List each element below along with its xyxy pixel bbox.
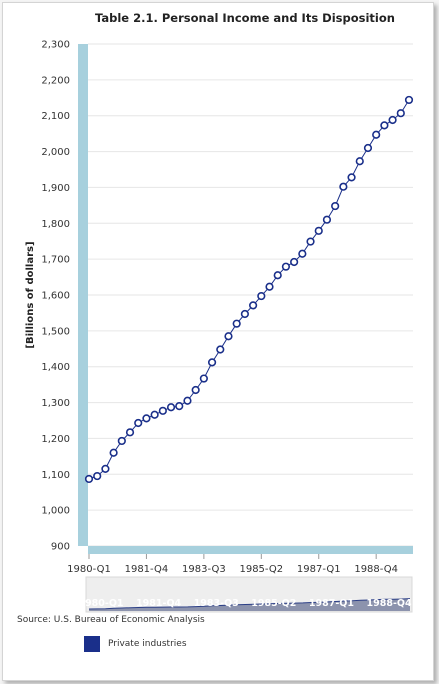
y-tick-label: 1,100 — [41, 470, 70, 481]
x-axis-band — [88, 546, 413, 554]
navigator-tick-label: 1981-Q4 — [136, 598, 181, 609]
data-point[interactable] — [273, 271, 282, 280]
x-tick-label: 1987-Q1 — [297, 564, 341, 575]
data-point[interactable] — [117, 436, 126, 446]
data-point[interactable] — [142, 414, 151, 423]
data-point[interactable] — [347, 173, 356, 182]
data-point[interactable] — [199, 374, 208, 383]
x-tick-label: 1980-Q1 — [67, 564, 111, 575]
navigator-tick-label: 1980-Q1 — [78, 598, 123, 609]
x-tick-labels: 1980-Q1 1981-Q4 1983-Q3 1985-Q2 1987-Q1 1988-… — [67, 554, 398, 575]
data-point[interactable] — [166, 403, 176, 412]
data-point[interactable] — [265, 282, 274, 291]
navigator-tick-label: 1987-Q1 — [309, 598, 354, 609]
y-tick-label: 1,300 — [41, 398, 70, 409]
y-axis-label: [Billions of dollars] — [25, 241, 36, 348]
data-point[interactable] — [331, 201, 340, 211]
legend-swatch — [84, 636, 100, 652]
data-point[interactable] — [290, 257, 299, 267]
y-axis-band — [78, 44, 88, 546]
y-tick-label: 1,400 — [41, 362, 70, 373]
legend[interactable]: Private industries — [84, 636, 187, 652]
x-tick-label: 1983-Q3 — [182, 564, 226, 575]
data-point[interactable] — [249, 301, 258, 310]
data-point[interactable] — [355, 157, 364, 166]
series-points — [84, 95, 414, 484]
data-point[interactable] — [93, 471, 102, 481]
data-point[interactable] — [372, 130, 381, 139]
data-point[interactable] — [207, 358, 217, 367]
data-point[interactable] — [125, 428, 135, 437]
x-tick-label: 1985-Q2 — [239, 564, 283, 575]
navigator-tick-label: 1983-Q3 — [194, 598, 239, 609]
y-tick-label: 2,100 — [41, 111, 70, 122]
navigator-tick-label: 1985-Q2 — [251, 598, 296, 609]
y-tick-labels: 900 1,000 1,100 1,200 1,300 1,400 1,500 1,600 1,… — [41, 40, 70, 553]
data-point[interactable] — [388, 115, 397, 125]
y-tick-label: 1,600 — [41, 291, 70, 302]
series-line — [88, 99, 410, 480]
data-point[interactable] — [150, 410, 159, 419]
data-point[interactable] — [224, 332, 233, 341]
data-point[interactable] — [298, 249, 307, 258]
data-point[interactable] — [404, 95, 414, 105]
data-point[interactable] — [281, 262, 291, 271]
data-point[interactable] — [306, 237, 315, 246]
y-tick-label: 2,200 — [41, 75, 70, 86]
data-point[interactable] — [109, 448, 118, 457]
navigator[interactable]: 1980-Q1 1981-Q4 1983-Q3 1985-Q2 1987-Q1 1988-… — [78, 576, 413, 613]
navigator-tick-labels: 1980-Q1 1981-Q4 1983-Q3 1985-Q2 1987-Q1 1988-… — [78, 598, 412, 609]
legend-label: Private industries — [108, 639, 187, 649]
data-point[interactable] — [240, 309, 249, 319]
data-point[interactable] — [101, 464, 110, 474]
data-point[interactable] — [134, 418, 143, 428]
data-point[interactable] — [232, 319, 241, 328]
y-tick-label: 1,200 — [41, 434, 70, 445]
source-note: Source: U.S. Bureau of Economic Analysis — [17, 615, 205, 625]
data-point[interactable] — [363, 143, 373, 153]
y-tick-label: 1,800 — [41, 219, 70, 230]
y-tick-label: 1,500 — [41, 326, 70, 337]
y-tick-label: 2,000 — [41, 147, 70, 158]
y-tick-label: 1,900 — [41, 183, 70, 194]
data-point[interactable] — [216, 345, 225, 354]
data-point[interactable] — [396, 109, 405, 118]
x-tick-label: 1988-Q4 — [354, 564, 398, 575]
data-point[interactable] — [339, 182, 348, 191]
x-tick-label: 1981-Q4 — [125, 564, 169, 575]
grid — [88, 43, 413, 547]
data-point[interactable] — [84, 474, 94, 484]
data-point[interactable] — [257, 291, 266, 301]
y-tick-label: 2,300 — [41, 40, 70, 51]
data-point[interactable] — [322, 215, 332, 224]
data-point[interactable] — [191, 385, 200, 395]
chart-title: Table 2.1. Personal Income and Its Dispo… — [95, 11, 395, 25]
data-point[interactable] — [380, 121, 389, 130]
data-point[interactable] — [314, 226, 323, 235]
navigator-line — [88, 598, 411, 610]
y-tick-label: 1,700 — [41, 255, 70, 266]
y-tick-label: 1,000 — [41, 506, 70, 517]
data-point[interactable] — [158, 406, 167, 415]
navigator-tick-label: 1988-Q4 — [367, 598, 412, 609]
data-point[interactable] — [175, 402, 184, 411]
chart-frame — [2, 2, 434, 681]
data-point[interactable] — [183, 396, 192, 405]
y-tick-label: 900 — [51, 542, 70, 553]
